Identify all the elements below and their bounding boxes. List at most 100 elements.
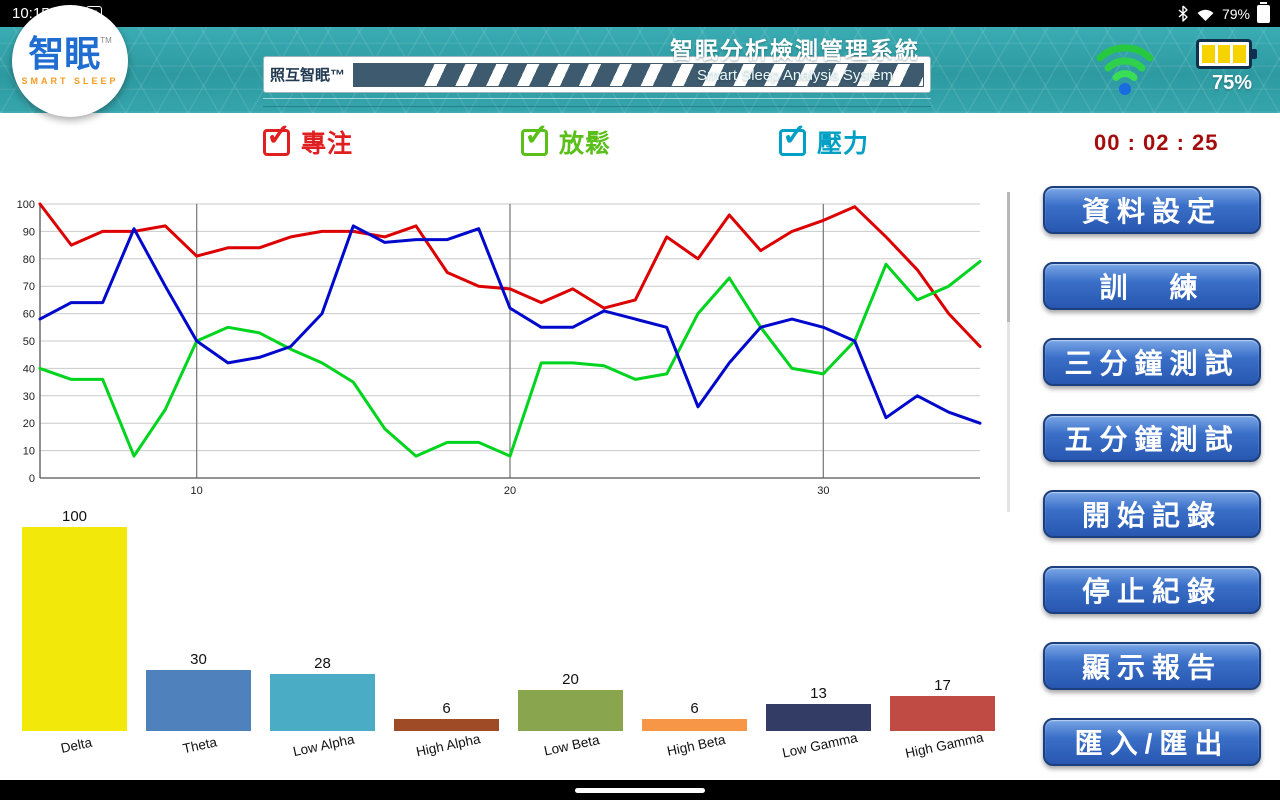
brainwave-bar-chart: 100 Delta 30 Theta 28 Low Alpha 6 High Alpha 20 L… <box>10 508 1010 774</box>
checkbox-box: ✓ <box>779 120 807 156</box>
bar-value-label: 100 <box>61 508 88 525</box>
checkbox-stress[interactable]: ✓ 壓力 <box>779 120 870 160</box>
bar-category-label: High Beta <box>665 731 727 759</box>
bar <box>394 719 499 731</box>
svg-text:20: 20 <box>504 485 516 497</box>
svg-text:70: 70 <box>23 281 35 293</box>
five-minute-test-button[interactable]: 五分鐘測試 <box>1043 414 1261 462</box>
bar <box>22 527 127 731</box>
circuit-trace-decoration <box>263 98 931 107</box>
logo-trademark: TM <box>100 36 112 45</box>
svg-text:30: 30 <box>23 391 35 403</box>
svg-text:60: 60 <box>23 309 35 321</box>
bar-category-label: Low Alpha <box>292 731 357 760</box>
svg-text:40: 40 <box>23 363 35 375</box>
battery-cell <box>1217 45 1231 63</box>
show-report-button[interactable]: 顯示報告 <box>1043 642 1261 690</box>
line-chart-svg: 0 10 20 30 40 50 60 70 80 90 100 10 20 30 <box>17 199 982 497</box>
status-battery-percent: 79% <box>1221 5 1250 22</box>
scrollbar-thumb[interactable] <box>1007 192 1010 322</box>
app-title-zh: 智眠分析檢測管理系統 <box>670 37 920 63</box>
checkbox-relax[interactable]: ✓ 放鬆 <box>521 120 612 160</box>
progress-bar-fill <box>354 63 419 86</box>
device-name-label: 照互智眠™ <box>270 67 346 84</box>
bar <box>146 670 251 731</box>
svg-text:90: 90 <box>23 226 35 238</box>
svg-text:100: 100 <box>17 199 35 211</box>
bar-chart-bars: 100 Delta 30 Theta 28 Low Alpha 6 High Alpha 20 L… <box>10 508 1010 772</box>
svg-text:0: 0 <box>29 473 35 485</box>
checkbox-label: 放鬆 <box>559 130 612 158</box>
checkbox-label: 專注 <box>301 130 354 158</box>
bar-category-label: Low Gamma <box>781 730 860 761</box>
bar-group: 13 Low Gamma <box>766 685 871 772</box>
wifi-icon <box>1197 9 1214 21</box>
smart-sleep-logo: 智眠TM SMART SLEEP <box>12 5 128 117</box>
bar-value-label: 30 <box>190 651 207 668</box>
device-battery-percent: 75% <box>1211 72 1252 94</box>
check-icon: ✓ <box>266 118 292 152</box>
device-signal-progress-bar <box>353 62 924 87</box>
app-title-en: Smart Sleep Analysis System <box>697 67 893 84</box>
svg-text:50: 50 <box>23 336 35 348</box>
app-header: 智眠分析檢測管理系統 Smart Sleep Analysis System 照… <box>0 27 1280 113</box>
home-indicator[interactable] <box>575 788 705 793</box>
three-minute-test-button[interactable]: 三分鐘測試 <box>1043 338 1261 386</box>
bar-value-label: 17 <box>934 677 951 694</box>
svg-text:10: 10 <box>23 446 35 458</box>
start-recording-button[interactable]: 開始記錄 <box>1043 490 1261 538</box>
svg-text:80: 80 <box>23 254 35 266</box>
bar-group: 28 Low Alpha <box>270 655 375 772</box>
battery-level-icon <box>1196 39 1257 69</box>
bar-group: 6 High Beta <box>642 700 747 772</box>
device-connection-widget: 照互智眠™ <box>263 56 931 93</box>
bar-value-label: 6 <box>442 700 451 717</box>
session-timer: 00 : 02 : 25 <box>1094 130 1219 155</box>
action-sidebar: 資料設定 訓 練 三分鐘測試 五分鐘測試 開始記錄 停止紀錄 顯示報告 匯入/匯… <box>1043 186 1261 766</box>
bar <box>642 719 747 731</box>
bar-group: 17 High Gamma <box>890 677 995 772</box>
metric-toggle-row: ✓ 專注 ✓ 放鬆 ✓ 壓力 <box>0 113 1030 171</box>
checkbox-label: 壓力 <box>817 130 870 158</box>
logo-text-en: SMART SLEEP <box>21 76 119 86</box>
check-icon: ✓ <box>782 118 808 152</box>
svg-text:20: 20 <box>23 418 35 430</box>
bar-category-label: Low Beta <box>542 732 602 759</box>
training-button[interactable]: 訓 練 <box>1043 262 1261 310</box>
bar <box>766 704 871 731</box>
battery-cell <box>1233 45 1247 63</box>
bar-value-label: 13 <box>810 685 827 702</box>
bar-category-label: Delta <box>59 734 94 756</box>
svg-text:10: 10 <box>191 485 203 497</box>
bar <box>518 690 623 731</box>
battery-icon <box>1257 1 1270 23</box>
bar-group: 30 Theta <box>146 651 251 772</box>
bar-group: 20 Low Beta <box>518 671 623 772</box>
data-settings-button[interactable]: 資料設定 <box>1043 186 1261 234</box>
bar-category-label: High Alpha <box>414 731 482 760</box>
logo-text-zh: 智眠 <box>28 33 101 74</box>
device-battery-indicator: 75% <box>1196 39 1257 95</box>
checkbox-box: ✓ <box>263 120 291 156</box>
eeg-line-chart: 0 10 20 30 40 50 60 70 80 90 100 10 20 30 <box>8 188 1010 504</box>
bar-value-label: 20 <box>562 671 579 688</box>
svg-text:30: 30 <box>817 485 829 497</box>
bar-group: 6 High Alpha <box>394 700 499 772</box>
bar-group: 100 Delta <box>22 508 127 772</box>
android-status-bar: 10:15 M 79% <box>0 0 1280 27</box>
app-title: 智眠分析檢測管理系統 Smart Sleep Analysis System <box>670 31 920 84</box>
battery-cell <box>1202 45 1215 63</box>
bar-value-label: 6 <box>690 700 699 717</box>
bar-value-label: 28 <box>314 655 331 672</box>
bluetooth-icon <box>1178 5 1188 22</box>
bar-category-label: High Gamma <box>903 729 985 761</box>
stop-recording-button[interactable]: 停止紀錄 <box>1043 566 1261 614</box>
chart-scrollbar[interactable] <box>1007 192 1010 772</box>
wifi-signal-icon <box>1088 35 1162 102</box>
bar <box>890 696 995 731</box>
import-export-button[interactable]: 匯入/匯出 <box>1043 718 1261 766</box>
checkbox-focus[interactable]: ✓ 專注 <box>263 120 354 160</box>
checkbox-box: ✓ <box>521 120 549 156</box>
bar-category-label: Theta <box>181 734 219 757</box>
